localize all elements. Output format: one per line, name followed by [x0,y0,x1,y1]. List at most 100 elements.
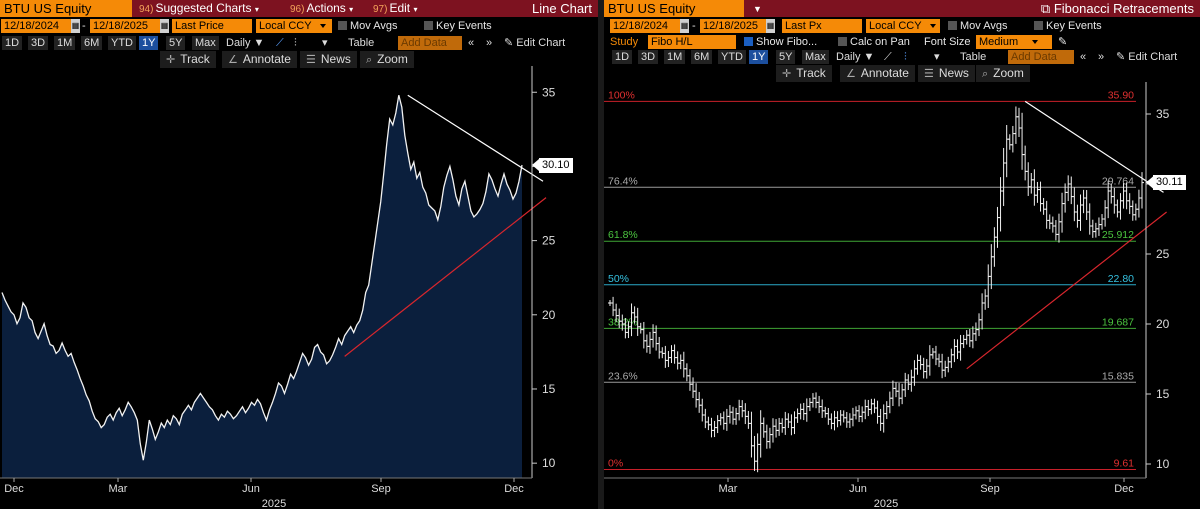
title-bar: BTU US Equity 94) Suggested Charts ▾ 96) A… [0,0,598,17]
options-menu[interactable]: ▼ [750,0,765,17]
zoom-label: Zoom [377,52,408,66]
security-input[interactable]: BTU US Equity [0,0,132,17]
edit-chart-button[interactable]: ✎ Edit Chart [504,36,565,50]
news-button[interactable]: ☰ News [918,65,975,82]
chart-tools-row: ✛ Track ∠ Annotate ☰ News ⌕ Zoom [0,51,598,68]
period-1m[interactable]: 1M [664,50,686,64]
pencil-icon[interactable]: ✎ [1058,36,1068,48]
calendar-icon[interactable]: ▦ [160,19,169,33]
period-5y[interactable]: 5Y [776,50,796,64]
line-type-icon[interactable]: ⟋ [884,51,892,63]
table-button[interactable]: Table [348,37,375,49]
more-icon[interactable]: ▾ [322,37,328,49]
start-date-input[interactable]: 12/18/2024 [610,19,680,33]
add-data-input[interactable]: Add Data [1008,50,1074,64]
period-5y[interactable]: 5Y [166,36,186,50]
currency-select[interactable]: Local CCY [256,19,332,33]
calendar-icon[interactable]: ▦ [71,19,80,33]
mov-avgs-toggle[interactable]: Mov Avgs [338,19,398,34]
period-1y[interactable]: 1Y [749,50,769,64]
key-events-toggle[interactable]: Key Events [424,19,492,34]
chevron-down-icon: ▼ [753,4,762,14]
field-select[interactable]: Last Price [172,19,252,33]
news-button[interactable]: ☰ News [300,51,357,68]
checkbox-icon [424,21,433,30]
line-type-icon[interactable]: ⟋ [276,37,284,49]
expand-icon[interactable]: » [486,37,493,49]
checkbox-icon [338,21,347,30]
track-button[interactable]: ✛ Track [776,65,832,82]
date-field-row: 12/18/2024 ▦ - 12/18/2025 ▦ Last Price L… [0,19,598,34]
table-button[interactable]: Table [960,51,987,63]
crosshair-icon: ✛ [166,54,176,66]
period-1d[interactable]: 1D [2,36,23,50]
currency-select[interactable]: Local CCY [866,19,940,33]
suggested-charts-menu[interactable]: 94) Suggested Charts ▾ [136,0,262,17]
period-1m[interactable]: 1M [54,36,76,50]
last-price-pointer [532,158,539,171]
collapse-icon[interactable]: « [468,37,475,49]
edit-chart-button[interactable]: ✎ Edit Chart [1116,50,1177,64]
menu-number: 97) [373,4,388,15]
last-price-pointer [1146,176,1153,189]
period-max[interactable]: Max [802,50,829,64]
period-max[interactable]: Max [192,36,219,50]
magnifier-icon: ⌕ [982,68,989,80]
study-value: Fibo H/L [651,36,693,48]
fib-percent-label: 23.6% [608,370,638,382]
field-select[interactable]: Last Px [782,19,862,33]
zoom-button[interactable]: ⌕ Zoom [976,65,1030,82]
period-ytd[interactable]: YTD [108,36,136,50]
frequency-select[interactable]: Daily ▼ [226,36,264,50]
font-size-select[interactable]: Medium [976,35,1052,49]
more-icon[interactable]: ▾ [934,51,940,63]
calendar-icon[interactable]: ▦ [680,19,689,33]
bar-type-icon[interactable]: ⫶ [294,37,297,49]
currency-label: Local CCY [259,20,312,32]
fib-value-label: 19.687 [1102,316,1134,328]
zoom-button[interactable]: ⌕ Zoom [360,51,414,68]
end-date-input[interactable]: 12/18/2025 [700,19,766,33]
start-date-input[interactable]: 12/18/2024 [1,19,71,33]
calendar-icon[interactable]: ▦ [766,19,775,33]
annotate-button[interactable]: ∠ Annotate [840,65,915,82]
panel-divider[interactable] [598,0,604,509]
fib-percent-label: 100% [608,89,635,101]
frequency-select[interactable]: Daily ▼ [836,50,874,64]
period-6m[interactable]: 6M [81,36,103,50]
fib-value-label: 9.61 [1114,457,1135,469]
edit-chart-label: Edit Chart [516,37,566,49]
period-6m[interactable]: 6M [691,50,713,64]
support-trendline [966,211,1167,370]
actions-menu[interactable]: 96) Actions ▾ [287,0,356,17]
popout-icon[interactable]: ⧉ [1040,1,1051,16]
period-3d[interactable]: 3D [28,36,49,50]
price-chart-area[interactable]: 101520253035DecMarJunSepDec2025 [0,0,598,509]
date-separator: - [692,20,696,32]
track-button[interactable]: ✛ Track [160,51,216,68]
calc-on-pan-toggle[interactable]: Calc on Pan [838,35,910,50]
study-label: Study [610,36,639,48]
annotate-label: Annotate [860,66,909,80]
key-events-toggle[interactable]: Key Events [1034,19,1102,34]
end-date-input[interactable]: 12/18/2025 [90,19,160,33]
period-3d[interactable]: 3D [638,50,659,64]
bar-type-icon[interactable]: ⫶ [904,51,907,63]
mov-avgs-toggle[interactable]: Mov Avgs [948,19,1008,34]
security-input[interactable]: BTU US Equity [604,0,744,17]
period-ytd[interactable]: YTD [718,50,746,64]
edit-menu[interactable]: 97) Edit ▾ [370,0,421,17]
checkbox-icon [1034,21,1043,30]
chevron-down-icon [319,24,326,28]
annotate-button[interactable]: ∠ Annotate [222,51,297,68]
collapse-icon[interactable]: « [1080,51,1087,63]
expand-icon[interactable]: » [1098,51,1105,63]
add-data-input[interactable]: Add Data [398,36,462,50]
chart-title-label: Fibonacci Retracements [1053,1,1194,16]
period-1y[interactable]: 1Y [139,36,159,50]
period-1d[interactable]: 1D [612,50,633,64]
news-icon: ☰ [306,54,316,66]
show-fibo-toggle[interactable]: Show Fibo... [744,35,817,50]
study-select[interactable]: Fibo H/L [648,35,736,49]
